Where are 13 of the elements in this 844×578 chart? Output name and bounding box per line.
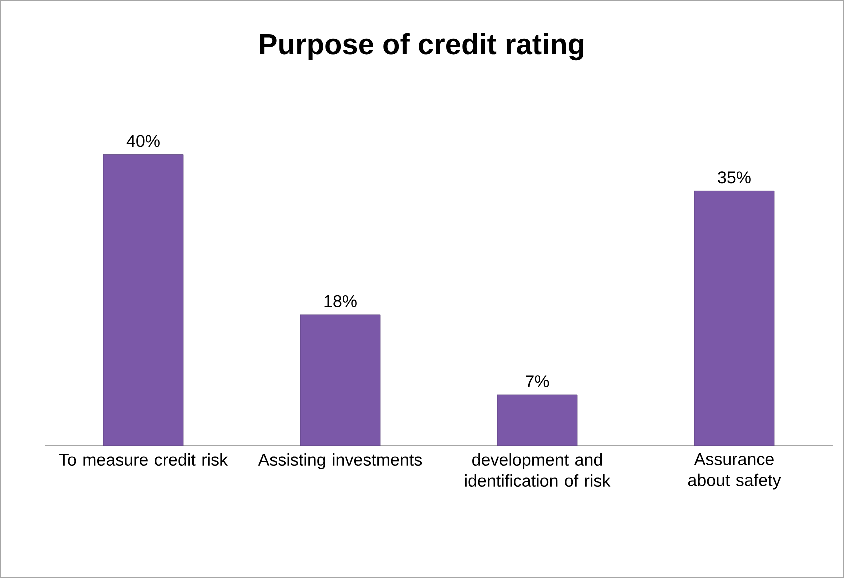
x-tick-label: development and identification of risk xyxy=(465,454,611,488)
chart-title: Purpose of credit rating xyxy=(260,33,584,61)
data-label: 7% xyxy=(526,376,550,388)
x-tick-label: To measure credit risk xyxy=(59,454,228,466)
x-tick-label: Assurance about safety xyxy=(688,454,782,490)
x-tick-label: Assisting investments xyxy=(258,454,422,470)
bar xyxy=(497,394,578,446)
bar xyxy=(694,190,775,446)
data-label: 40% xyxy=(126,135,160,148)
bar xyxy=(300,314,381,446)
data-label: 18% xyxy=(324,295,357,308)
bar xyxy=(103,154,184,446)
data-label: 35% xyxy=(718,172,751,184)
